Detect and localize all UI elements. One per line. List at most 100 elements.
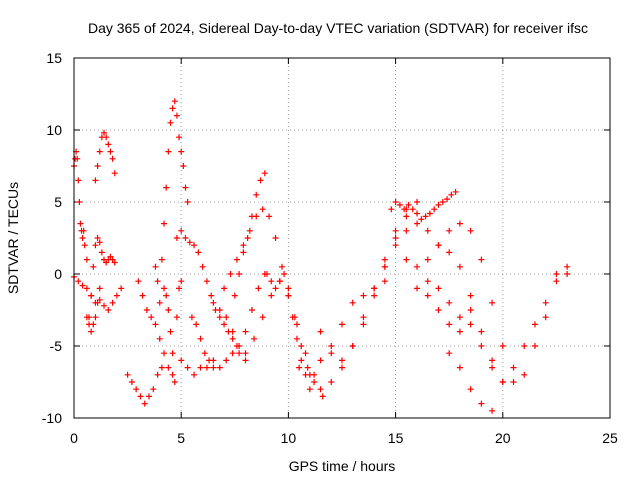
data-point bbox=[405, 201, 412, 208]
data-point bbox=[94, 163, 101, 169]
y-tick-labels: -10 -5 0 5 10 15 bbox=[42, 50, 62, 426]
data-point bbox=[94, 299, 101, 306]
data-point bbox=[268, 292, 275, 299]
data-point bbox=[208, 292, 215, 299]
data-point bbox=[176, 285, 183, 292]
data-point bbox=[409, 206, 416, 213]
x-tick-label: 25 bbox=[602, 430, 618, 446]
data-point bbox=[178, 278, 185, 285]
data-point bbox=[96, 239, 103, 246]
data-point bbox=[152, 263, 159, 270]
data-point bbox=[424, 227, 431, 234]
data-point bbox=[392, 242, 399, 249]
data-point bbox=[298, 343, 305, 349]
x-axis-label: GPS time / hours bbox=[289, 458, 396, 474]
data-point bbox=[139, 292, 146, 299]
data-point bbox=[197, 364, 204, 371]
data-point bbox=[169, 371, 176, 378]
data-point bbox=[143, 307, 150, 313]
data-point bbox=[456, 314, 463, 321]
x-tick-label: 15 bbox=[388, 430, 404, 446]
data-point bbox=[414, 263, 421, 270]
data-point bbox=[446, 249, 453, 256]
series-arc-j bbox=[173, 227, 240, 349]
data-point bbox=[101, 302, 108, 309]
series-arc-c bbox=[86, 235, 118, 321]
data-point bbox=[268, 278, 275, 285]
data-point bbox=[422, 213, 429, 220]
data-point bbox=[446, 321, 453, 328]
data-point bbox=[158, 256, 165, 263]
data-point bbox=[203, 364, 210, 371]
series-arc-d bbox=[92, 129, 118, 184]
x-tick-labels: 0 5 10 15 20 25 bbox=[70, 430, 618, 446]
data-point bbox=[180, 163, 187, 169]
data-point bbox=[244, 235, 251, 241]
data-point bbox=[424, 278, 431, 285]
data-point bbox=[435, 201, 442, 208]
data-point bbox=[236, 271, 243, 277]
data-point bbox=[403, 256, 410, 263]
data-point bbox=[285, 285, 292, 292]
data-point bbox=[182, 184, 189, 191]
data-point bbox=[272, 285, 279, 292]
x-tick-label: 20 bbox=[495, 430, 511, 446]
data-point bbox=[79, 282, 86, 289]
y-tick-label: 5 bbox=[54, 194, 62, 210]
data-point bbox=[499, 343, 506, 349]
data-point bbox=[259, 206, 266, 213]
data-point bbox=[328, 343, 335, 349]
data-point bbox=[371, 285, 378, 292]
data-point bbox=[521, 343, 528, 349]
series-arc-t bbox=[328, 199, 421, 385]
data-point bbox=[296, 364, 303, 371]
y-tick-label: -5 bbox=[50, 338, 63, 354]
data-point bbox=[306, 371, 313, 378]
data-point bbox=[195, 249, 202, 256]
data-point bbox=[467, 307, 474, 313]
data-point bbox=[173, 314, 180, 321]
data-point bbox=[83, 314, 90, 321]
data-point bbox=[161, 285, 168, 292]
series-arc-e bbox=[83, 285, 103, 335]
data-point bbox=[248, 307, 255, 313]
data-point bbox=[203, 278, 210, 285]
data-point bbox=[193, 321, 200, 328]
data-point bbox=[98, 249, 105, 256]
data-point bbox=[178, 357, 185, 364]
data-point bbox=[88, 292, 95, 299]
data-point bbox=[105, 141, 112, 148]
data-point bbox=[188, 314, 195, 321]
data-point bbox=[165, 307, 172, 313]
data-point bbox=[456, 364, 463, 371]
data-point bbox=[184, 364, 191, 371]
series-arc-s bbox=[317, 206, 410, 364]
series-arc-aa bbox=[499, 271, 571, 385]
data-point bbox=[489, 364, 496, 371]
data-point bbox=[111, 170, 118, 177]
data-point bbox=[135, 278, 142, 285]
data-point bbox=[173, 112, 180, 119]
series-arc-i bbox=[161, 278, 185, 385]
data-point bbox=[75, 278, 82, 285]
data-point bbox=[289, 314, 296, 321]
data-point bbox=[446, 350, 453, 357]
data-point bbox=[92, 314, 99, 321]
data-point bbox=[414, 210, 421, 217]
data-point bbox=[163, 292, 170, 299]
data-point bbox=[381, 263, 388, 270]
data-point bbox=[339, 364, 345, 371]
data-point bbox=[229, 350, 236, 357]
data-point bbox=[360, 321, 367, 328]
data-point bbox=[293, 335, 300, 342]
data-point bbox=[253, 213, 260, 220]
data-point bbox=[163, 184, 170, 191]
data-point bbox=[221, 321, 228, 328]
data-point bbox=[446, 227, 453, 234]
series-arc-y bbox=[414, 285, 474, 335]
data-point bbox=[489, 299, 496, 306]
data-points bbox=[71, 98, 571, 414]
data-point bbox=[128, 379, 135, 385]
data-point bbox=[424, 256, 431, 263]
